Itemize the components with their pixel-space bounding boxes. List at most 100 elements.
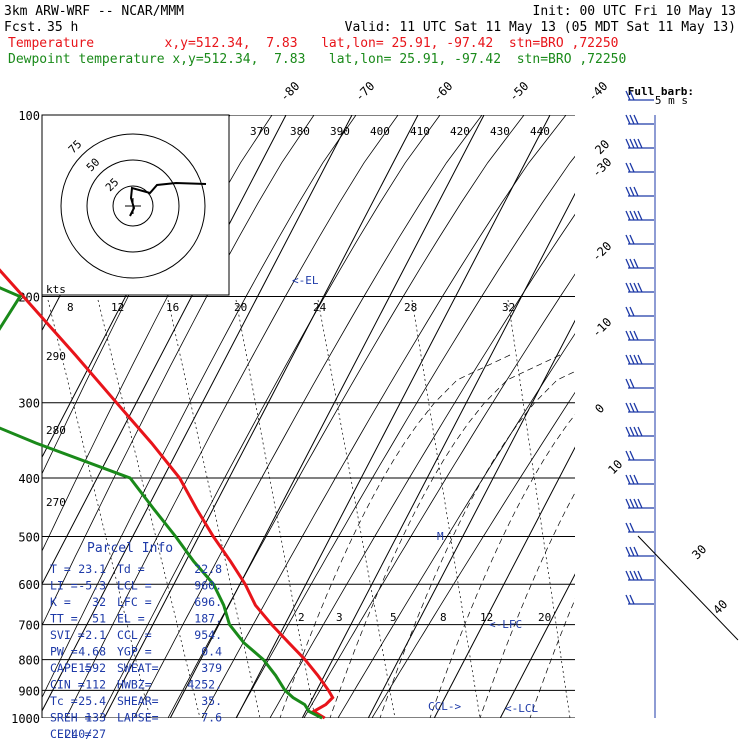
- parcel-info-value: LAPSE=: [117, 711, 159, 725]
- mixing-ratio-line: [167, 299, 261, 718]
- parcel-info-value: SWEAT=: [117, 661, 159, 675]
- parcel-info-value: -5.3: [78, 579, 106, 593]
- parcel-info-value: LFC =: [117, 595, 152, 609]
- wind-barb: [625, 210, 654, 221]
- wind-barb: [625, 402, 654, 413]
- dry-adiabat-line: [167, 115, 525, 718]
- axis-diagonal: [637, 535, 739, 641]
- dry-adiabat-line: [235, 155, 575, 718]
- parcel-info-value: 1592: [78, 661, 106, 675]
- temperature-tick-label: -60: [430, 79, 455, 104]
- theta-label: 400: [370, 125, 390, 138]
- wind-barb: [625, 378, 654, 389]
- wind-barb: [625, 138, 654, 149]
- temperature-tick-label: -80: [277, 79, 302, 104]
- wind-barb: [625, 594, 654, 605]
- theta-label: 380: [290, 125, 310, 138]
- mixing-ratio-label: 20: [234, 301, 247, 314]
- pressure-tick-label: 700: [18, 619, 40, 633]
- theta-label: 430: [490, 125, 510, 138]
- dry-adiabat-line: [42, 115, 273, 552]
- parcel-info-value: Tc =: [50, 694, 78, 708]
- wind-barb: [625, 234, 654, 245]
- model-title: 3km ARW-WRF -- NCAR/MMM: [4, 4, 184, 19]
- pressure-tick-label: 800: [18, 654, 40, 668]
- mixing-ratio-label: 24: [313, 301, 327, 314]
- theta-label-lower: 280: [46, 424, 66, 437]
- moist-adiabat-line: [329, 354, 561, 718]
- wind-barb: [625, 186, 654, 197]
- wind-barb: [625, 426, 654, 437]
- wind-barb: [625, 546, 654, 557]
- theta-label: 410: [410, 125, 430, 138]
- temperature-legend: Temperature x,y=512.34, 7.83 lat,lon= 25…: [8, 36, 618, 51]
- temperature-profile: [0, 268, 335, 720]
- parcel-info-value: 4252.: [187, 678, 222, 692]
- mixing-ratio-line: [47, 299, 151, 718]
- parcel-info-value: 22.8: [194, 562, 222, 576]
- pressure-tick-label: 1000: [11, 712, 40, 726]
- parcel-info-value: YGP =: [117, 645, 152, 659]
- parcel-info-value: SHEAR=: [117, 694, 159, 708]
- mixing-ratio-label: 12: [111, 301, 124, 314]
- hodograph-inset: 25 50 75 kts: [41, 114, 230, 296]
- wind-key-title: Full barb:: [628, 85, 694, 98]
- moist-adiabat-line: [630, 355, 740, 718]
- el-marker: <-EL: [292, 274, 319, 287]
- mixing-ratio-label: 16: [166, 301, 179, 314]
- mixing-ratio-label-lower: 20: [538, 611, 551, 624]
- temperature-tick-label: -30: [589, 155, 614, 180]
- ccl-marker: CCL->: [428, 700, 461, 713]
- parcel-info-value: 25.4: [78, 694, 106, 708]
- parcel-info-value: CAPE =: [50, 661, 92, 675]
- parcel-info-value: K =: [50, 595, 71, 609]
- theta-label: 420: [450, 125, 470, 138]
- parcel-info-value: SREH =: [50, 711, 92, 725]
- parcel-info-value: 379: [201, 661, 222, 675]
- dewpoint-legend: Dewpoint temperature x,y=512.34, 7.83 la…: [8, 52, 626, 67]
- parcel-info-value: -112: [78, 678, 106, 692]
- mixing-ratio-labels: 8 12 16 20 24 28 32 2 3 5 8 12 20: [67, 301, 551, 624]
- isotherm-line: [42, 115, 353, 712]
- wind-barb: [625, 306, 654, 317]
- parcel-info-value: 187.: [194, 612, 222, 626]
- wind-barb: [625, 282, 654, 293]
- forecast-hour: 35 h: [47, 20, 78, 35]
- pressure-tick-label: 300: [18, 397, 40, 411]
- mixing-ratio-line: [97, 299, 201, 718]
- isotherm-line: [433, 446, 575, 718]
- temperature-tick-label: 30: [689, 542, 709, 562]
- parcel-info-panel: Parcel Info T = 23.1 Td = 22.8 LI = -5.3 LCL =…: [50, 541, 222, 740]
- hodograph-units: kts: [46, 283, 66, 296]
- parcel-info-value: LI =: [50, 579, 78, 593]
- wind-barb: [625, 354, 654, 365]
- pressure-tick-label: 400: [18, 472, 40, 486]
- parcel-info-value: HWBZ=: [117, 678, 152, 692]
- temperature-tick-label: -40: [585, 79, 610, 104]
- dry-adiabat-line: [42, 115, 231, 475]
- dry-adiabat-line: [337, 333, 575, 718]
- mixing-ratio-label-lower: 5: [390, 611, 397, 624]
- theta-label: 370: [250, 125, 270, 138]
- wind-barb: [625, 90, 654, 101]
- skew-t-grid: [42, 115, 740, 718]
- temperature-tick-label: -10: [589, 315, 614, 340]
- parcel-info-value: 7.6: [201, 711, 222, 725]
- isotherm-line: [169, 115, 485, 718]
- wind-barb: [625, 498, 654, 509]
- hodograph-trace: [129, 181, 207, 217]
- parcel-info-value: 954.: [194, 628, 222, 642]
- mixing-ratio-label-lower: 8: [440, 611, 447, 624]
- parcel-info-value: -2.1: [78, 628, 106, 642]
- parcel-info-value: PW =: [50, 645, 78, 659]
- mixing-ratio-label-lower: 12: [480, 611, 493, 624]
- temperature-tick-label: -50: [506, 79, 531, 104]
- dry-adiabat-line: [133, 115, 483, 718]
- parcel-info-value: 960.: [194, 579, 222, 593]
- wind-barb: [625, 474, 654, 485]
- dry-adiabat-line: [269, 213, 575, 718]
- parcel-info-value: CCL =: [117, 628, 152, 642]
- isotherm-line: [103, 115, 419, 718]
- isotherm-line: [367, 319, 575, 718]
- dry-adiabat-line: [65, 115, 399, 718]
